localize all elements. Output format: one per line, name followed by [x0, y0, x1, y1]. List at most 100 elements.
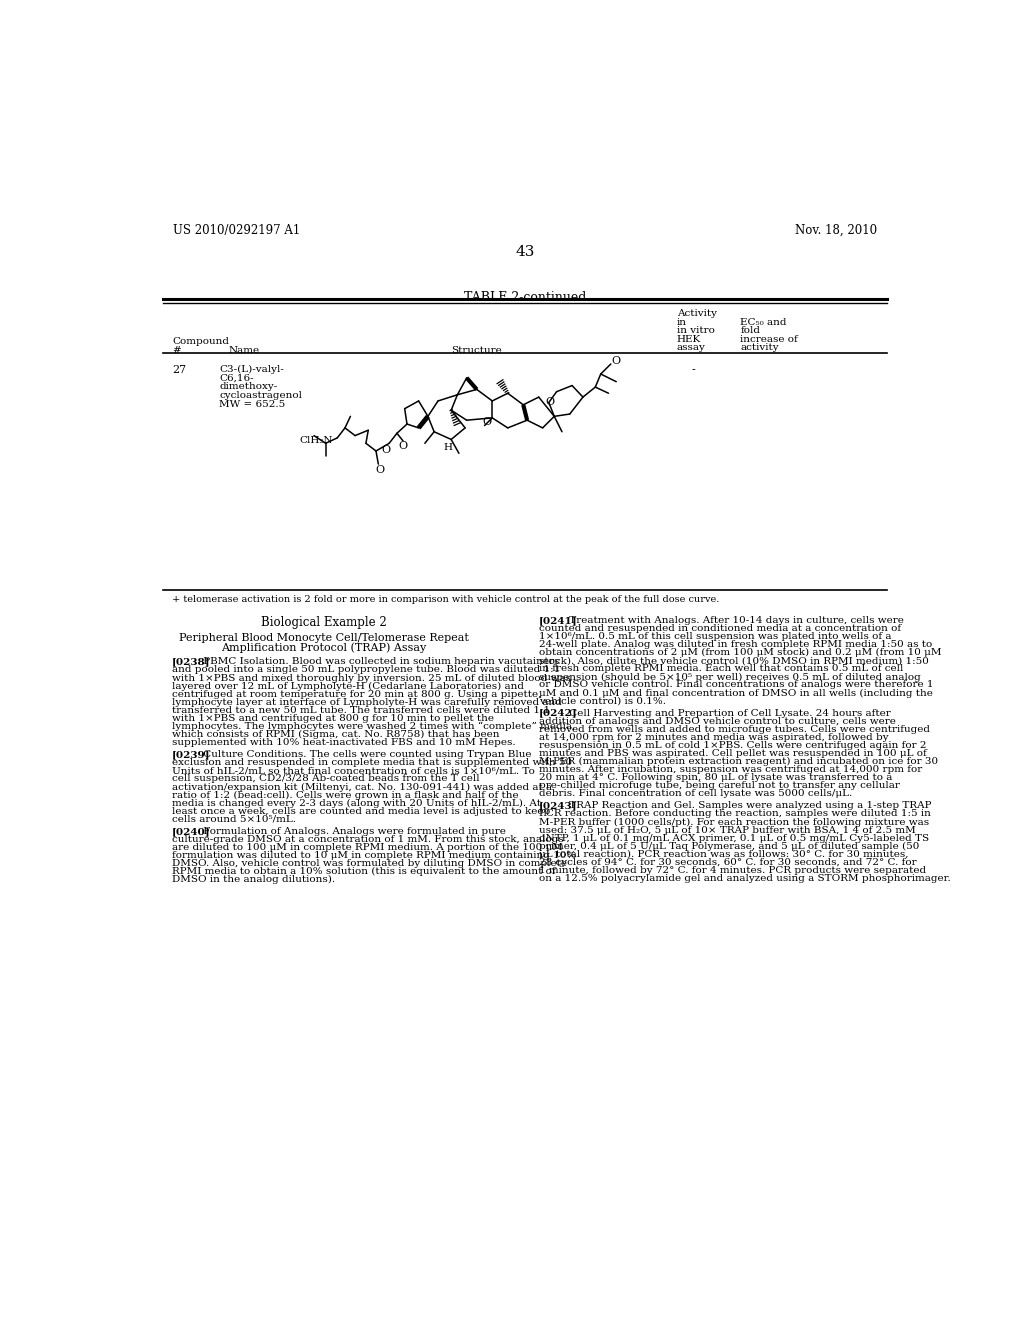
- Text: obtain concentrations of 2 μM (from 100 μM stock) and 0.2 μM (from 10 μM: obtain concentrations of 2 μM (from 100 …: [539, 648, 941, 657]
- Text: vehicle control) is 0.1%.: vehicle control) is 0.1%.: [539, 697, 666, 706]
- Text: O: O: [376, 465, 384, 475]
- Text: cell suspension, CD2/3/28 Ab-coated beads from the T cell: cell suspension, CD2/3/28 Ab-coated bead…: [172, 775, 480, 783]
- Text: with 1×PBS and centrifuged at 800 g for 10 min to pellet the: with 1×PBS and centrifuged at 800 g for …: [172, 714, 495, 723]
- Text: increase of: increase of: [740, 335, 798, 343]
- Text: Amplification Protocol (TRAP) Assay: Amplification Protocol (TRAP) Assay: [221, 642, 427, 652]
- Text: media is changed every 2-3 days (along with 20 Units of hIL-2/mL). At: media is changed every 2-3 days (along w…: [172, 799, 541, 808]
- Text: O: O: [546, 397, 555, 408]
- Text: [0240]: [0240]: [172, 826, 211, 836]
- Text: counted and resuspended in conditioned media at a concentration of: counted and resuspended in conditioned m…: [539, 624, 901, 632]
- Text: Units of hIL-2/mL so that final concentration of cells is 1×10⁶/mL. To: Units of hIL-2/mL so that final concentr…: [172, 767, 536, 775]
- Text: 20 min at 4° C. Following spin, 80 μL of lysate was transferred to a: 20 min at 4° C. Following spin, 80 μL of…: [539, 774, 892, 783]
- Text: M-PER (mammalian protein extraction reagent) and incubated on ice for 30: M-PER (mammalian protein extraction reag…: [539, 758, 938, 766]
- Text: in vitro: in vitro: [677, 326, 715, 335]
- Text: activity: activity: [740, 343, 779, 352]
- Text: TABLE 2-continued: TABLE 2-continued: [464, 290, 586, 304]
- Text: dNTP, 1 μL of 0.1 mg/mL ACX primer, 0.1 μL of 0.5 mg/mL Cy5-labeled TS: dNTP, 1 μL of 0.1 mg/mL ACX primer, 0.1 …: [539, 834, 929, 842]
- Text: MW = 652.5: MW = 652.5: [219, 400, 286, 409]
- Text: [0242]: [0242]: [539, 709, 578, 718]
- Text: stock). Also, dilute the vehicle control (10% DMSO in RPMI medium) 1:50: stock). Also, dilute the vehicle control…: [539, 656, 929, 665]
- Text: Treatment with Analogs. After 10-14 days in culture, cells were: Treatment with Analogs. After 10-14 days…: [566, 615, 904, 624]
- Text: fold: fold: [740, 326, 760, 335]
- Text: suspension (should be 5×10⁵ per well) receives 0.5 mL of diluted analog: suspension (should be 5×10⁵ per well) re…: [539, 672, 921, 681]
- Text: Activity: Activity: [677, 309, 717, 318]
- Text: Formulation of Analogs. Analogs were formulated in pure: Formulation of Analogs. Analogs were for…: [200, 826, 506, 836]
- Text: ratio of 1:2 (bead:cell). Cells were grown in a flask and half of the: ratio of 1:2 (bead:cell). Cells were gro…: [172, 791, 519, 800]
- Text: PCR reaction. Before conducting the reaction, samples were diluted 1:5 in: PCR reaction. Before conducting the reac…: [539, 809, 931, 818]
- Text: ClH₃N: ClH₃N: [300, 437, 334, 445]
- Text: μM and 0.1 μM and final concentration of DMSO in all wells (including the: μM and 0.1 μM and final concentration of…: [539, 689, 933, 698]
- Text: μL total reaction). PCR reaction was as follows: 30° C. for 30 minutes,: μL total reaction). PCR reaction was as …: [539, 850, 908, 859]
- Text: 1×10⁶/mL. 0.5 mL of this cell suspension was plated into wells of a: 1×10⁶/mL. 0.5 mL of this cell suspension…: [539, 632, 891, 642]
- Text: DMSO. Also, vehicle control was formulated by diluting DMSO in complete: DMSO. Also, vehicle control was formulat…: [172, 859, 567, 869]
- Text: Structure: Structure: [452, 346, 502, 355]
- Text: debris. Final concentration of cell lysate was 5000 cells/μL.: debris. Final concentration of cell lysa…: [539, 789, 852, 799]
- Text: are diluted to 100 μM in complete RPMI medium. A portion of the 100 uM: are diluted to 100 μM in complete RPMI m…: [172, 843, 563, 851]
- Text: resuspension in 0.5 mL of cold 1×PBS. Cells were centrifuged again for 2: resuspension in 0.5 mL of cold 1×PBS. Ce…: [539, 741, 927, 750]
- Text: Nov. 18, 2010: Nov. 18, 2010: [795, 224, 877, 236]
- Text: 1 minute, followed by 72° C. for 4 minutes. PCR products were separated: 1 minute, followed by 72° C. for 4 minut…: [539, 866, 926, 875]
- Text: US 2010/0292197 A1: US 2010/0292197 A1: [173, 224, 300, 236]
- Text: on a 12.5% polyacrylamide gel and analyzed using a STORM phosphorimager.: on a 12.5% polyacrylamide gel and analyz…: [539, 874, 950, 883]
- Text: [0240] Formulation of Analogs. Analogs were formulated in pure: [0240] Formulation of Analogs. Analogs w…: [172, 826, 513, 836]
- Text: [0238] PBMC Isolation. Blood was collected in sodium heparin vacutainers: [0238] PBMC Isolation. Blood was collect…: [172, 657, 566, 667]
- Text: at 14,000 rpm for 2 minutes and media was aspirated, followed by: at 14,000 rpm for 2 minutes and media wa…: [539, 733, 889, 742]
- Text: cycloastragenol: cycloastragenol: [219, 391, 302, 400]
- Text: #: #: [172, 346, 181, 355]
- Text: least once a week, cells are counted and media level is adjusted to keep: least once a week, cells are counted and…: [172, 807, 551, 816]
- Text: 28 cycles of 94° C. for 30 seconds, 60° C. for 30 seconds, and 72° C. for: 28 cycles of 94° C. for 30 seconds, 60° …: [539, 858, 916, 867]
- Text: O: O: [398, 441, 408, 450]
- Text: primer, 0.4 μL of 5 U/μL Taq Polymerase, and 5 μL of diluted sample (50: primer, 0.4 μL of 5 U/μL Taq Polymerase,…: [539, 842, 920, 851]
- Text: supplemented with 10% heat-inactivated FBS and 10 mM Hepes.: supplemented with 10% heat-inactivated F…: [172, 738, 516, 747]
- Text: transferred to a new 50 mL tube. The transferred cells were diluted 1:1: transferred to a new 50 mL tube. The tra…: [172, 706, 550, 715]
- Text: formulation was diluted to 10 μM in complete RPMI medium containing 10%: formulation was diluted to 10 μM in comp…: [172, 851, 577, 861]
- Text: exclusion and resuspended in complete media that is supplemented with 50: exclusion and resuspended in complete me…: [172, 758, 572, 767]
- Text: C6,16-: C6,16-: [219, 374, 254, 383]
- Text: Cell Harvesting and Prepartion of Cell Lysate. 24 hours after: Cell Harvesting and Prepartion of Cell L…: [566, 709, 891, 718]
- Text: DMSO in the analog dilutions).: DMSO in the analog dilutions).: [172, 875, 335, 884]
- Text: in fresh complete RPMI media. Each well that contains 0.5 mL of cell: in fresh complete RPMI media. Each well …: [539, 664, 903, 673]
- Text: centrifuged at room temperature for 20 min at 800 g. Using a pipette,: centrifuged at room temperature for 20 m…: [172, 689, 542, 698]
- Text: O: O: [382, 445, 390, 455]
- Text: M-PER buffer (1000 cells/pt). For each reaction the following mixture was: M-PER buffer (1000 cells/pt). For each r…: [539, 817, 929, 826]
- Text: -: -: [692, 364, 695, 375]
- Text: assay: assay: [677, 343, 706, 352]
- Text: pre-chilled microfuge tube, being careful not to transfer any cellular: pre-chilled microfuge tube, being carefu…: [539, 781, 900, 791]
- Text: [0239]: [0239]: [172, 750, 211, 759]
- Text: [0243] TRAP Reaction and Gel. Samples were analyzed using a 1-step TRAP: [0243] TRAP Reaction and Gel. Samples we…: [539, 801, 939, 810]
- Text: dimethoxy-: dimethoxy-: [219, 383, 278, 392]
- Text: O: O: [611, 356, 621, 366]
- Text: TRAP Reaction and Gel. Samples were analyzed using a 1-step TRAP: TRAP Reaction and Gel. Samples were anal…: [566, 801, 932, 810]
- Text: minutes. After incubation, suspension was centrifuged at 14,000 rpm for: minutes. After incubation, suspension wa…: [539, 766, 922, 774]
- Text: RPMI media to obtain a 10% solution (this is equivalent to the amount of: RPMI media to obtain a 10% solution (thi…: [172, 867, 556, 876]
- Text: cells around 5×10⁵/mL.: cells around 5×10⁵/mL.: [172, 814, 296, 824]
- Text: 43: 43: [515, 244, 535, 259]
- Text: lymphocytes. The lymphocytes were washed 2 times with “complete” media,: lymphocytes. The lymphocytes were washed…: [172, 722, 575, 731]
- Text: O: O: [482, 417, 492, 426]
- Text: Name: Name: [228, 346, 260, 355]
- Text: [0238]: [0238]: [172, 657, 211, 667]
- Text: culture-grade DMSO at a concentration of 1 mM. From this stock, analogs: culture-grade DMSO at a concentration of…: [172, 834, 564, 843]
- Text: layered over 12 mL of Lympholyte-H (Cedarlane Laboratories) and: layered over 12 mL of Lympholyte-H (Ceda…: [172, 681, 524, 690]
- Text: 27: 27: [172, 364, 186, 375]
- Text: minutes and PBS was aspirated. Cell pellet was resuspended in 100 μL of: minutes and PBS was aspirated. Cell pell…: [539, 748, 927, 758]
- Text: + telomerase activation is 2 fold or more in comparison with vehicle control at : + telomerase activation is 2 fold or mor…: [172, 595, 720, 605]
- Text: Peripheral Blood Monocyte Cell/Telomerase Repeat: Peripheral Blood Monocyte Cell/Telomeras…: [179, 632, 469, 643]
- Text: PBMC Isolation. Blood was collected in sodium heparin vacutainers: PBMC Isolation. Blood was collected in s…: [200, 657, 559, 667]
- Text: in: in: [677, 318, 687, 327]
- Text: removed from wells and added to microfuge tubes. Cells were centrifuged: removed from wells and added to microfug…: [539, 725, 930, 734]
- Text: Culture Conditions. The cells were counted using Trypan Blue: Culture Conditions. The cells were count…: [200, 750, 531, 759]
- Text: which consists of RPMI (Sigma, cat. No. R8758) that has been: which consists of RPMI (Sigma, cat. No. …: [172, 730, 500, 739]
- Text: Compound: Compound: [172, 337, 229, 346]
- Text: used: 37.5 μL of H₂O, 5 μL of 10× TRAP buffer with BSA, 1 4 of 2.5 mM: used: 37.5 μL of H₂O, 5 μL of 10× TRAP b…: [539, 825, 915, 834]
- Text: [0241] Treatment with Analogs. After 10-14 days in culture, cells were: [0241] Treatment with Analogs. After 10-…: [539, 615, 911, 624]
- Text: [0241]: [0241]: [539, 615, 578, 624]
- Text: C3-(L)-valyl-: C3-(L)-valyl-: [219, 364, 285, 374]
- Text: Biological Example 2: Biological Example 2: [261, 615, 387, 628]
- Text: and pooled into a single 50 mL polypropylene tube. Blood was diluted 1:1: and pooled into a single 50 mL polypropy…: [172, 665, 560, 675]
- Text: addition of analogs and DMSO vehicle control to culture, cells were: addition of analogs and DMSO vehicle con…: [539, 717, 896, 726]
- Text: or DMSO vehicle control. Final concentrations of analogs were therefore 1: or DMSO vehicle control. Final concentra…: [539, 681, 933, 689]
- Text: [0239] Culture Conditions. The cells were counted using Trypan Blue: [0239] Culture Conditions. The cells wer…: [172, 750, 539, 759]
- Text: EC₅₀ and: EC₅₀ and: [740, 318, 786, 327]
- Text: H: H: [443, 442, 453, 451]
